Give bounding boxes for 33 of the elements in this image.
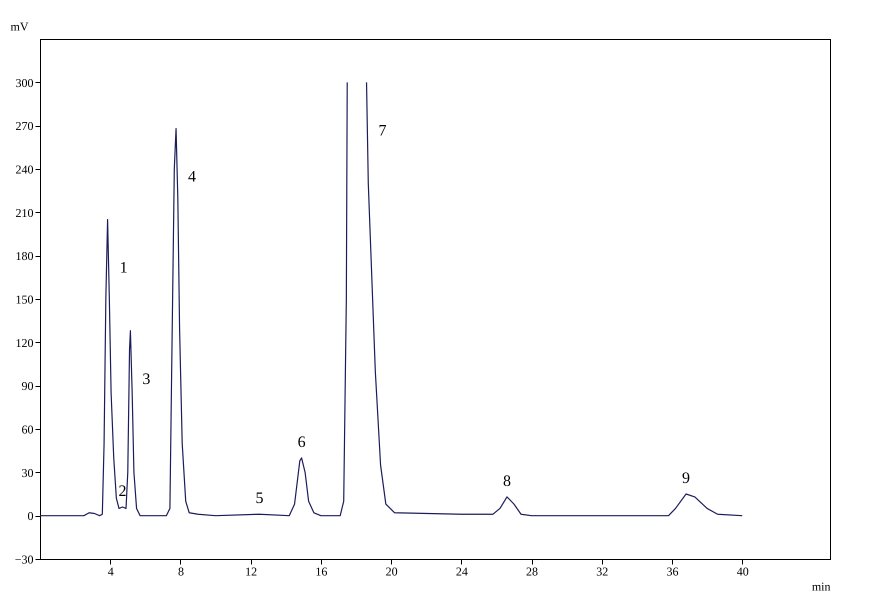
y-tick-label: 150 <box>16 292 34 306</box>
annotation: 2 <box>118 483 127 500</box>
x-tick-label: 8 <box>178 564 184 578</box>
y-tick-label: 0 <box>28 509 34 524</box>
annotation: 7 <box>378 122 387 140</box>
annotation: 1 <box>120 260 128 277</box>
y-tick-label: 120 <box>16 336 34 350</box>
x-tick-label: 28 <box>526 564 538 578</box>
x-tick-label: 4 <box>108 564 114 578</box>
annotation: 8 <box>502 472 511 490</box>
x-tick-label: 32 <box>596 564 608 578</box>
annotation: 3 <box>142 370 150 388</box>
annotation: 9 <box>682 470 690 487</box>
annotation: 4 <box>188 168 196 186</box>
x-tick-label: 36 <box>666 564 678 578</box>
x-axis-title: min <box>812 580 830 594</box>
y-axis-title: mV <box>10 20 29 34</box>
x-tick-label: 20 <box>386 564 398 578</box>
x-tick-label: 16 <box>315 564 328 578</box>
y-tick-label: 60 <box>22 422 34 436</box>
x-tick-label: 12 <box>245 564 258 578</box>
y-tick-label: 270 <box>16 119 34 134</box>
y-tick-label: −30 <box>14 552 34 566</box>
y-tick-label: 30 <box>22 466 34 480</box>
y-tick-label: 300 <box>16 76 34 90</box>
annotation: 5 <box>255 490 264 508</box>
y-tick-label: 90 <box>22 379 34 394</box>
x-tick-label: 24 <box>456 564 468 578</box>
annotation: 6 <box>298 434 306 451</box>
y-tick-label: 240 <box>16 162 34 176</box>
y-tick-label: 210 <box>16 206 34 220</box>
y-tick-label: 180 <box>16 249 34 264</box>
x-tick-label: 40 <box>736 564 749 578</box>
